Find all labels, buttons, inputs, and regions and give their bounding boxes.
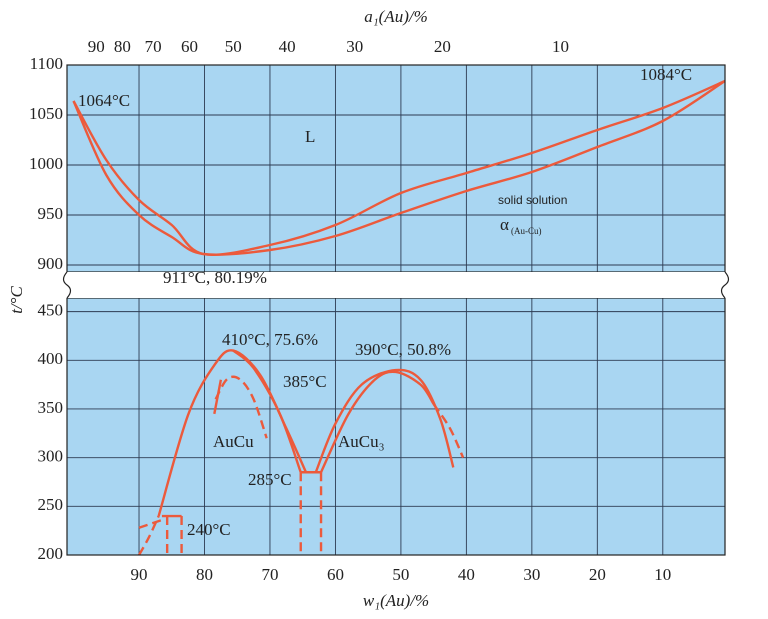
alpha-subscript: (Au-Cu) — [511, 226, 542, 236]
top-tick-label: 60 — [181, 37, 198, 56]
alpha-symbol: α — [500, 215, 509, 234]
annotation: 911°C, 80.19% — [163, 268, 267, 287]
x-tick-label: 30 — [523, 565, 540, 584]
x-tick-label: 10 — [654, 565, 671, 584]
x-axis-label: w₁(Au)/% — [363, 591, 429, 610]
phase-boundary — [138, 518, 163, 529]
y-tick-label: 450 — [38, 301, 64, 320]
top-tick-label: 80 — [114, 37, 131, 56]
y-tick-label: 400 — [38, 349, 64, 368]
x-tick-label: 70 — [261, 565, 278, 584]
y-tick-label: 200 — [38, 544, 64, 563]
y-tick-label: 1100 — [30, 54, 63, 73]
annotation: AuCu₃ — [338, 432, 385, 451]
x-tick-label: 80 — [196, 565, 213, 584]
phase-boundary — [214, 375, 268, 439]
y-tick-label: 1050 — [29, 104, 63, 123]
x-tick-label: 20 — [589, 565, 606, 584]
phase-boundary — [72, 79, 725, 256]
x-tick-label: 90 — [131, 565, 148, 584]
y-tick-label: 350 — [38, 398, 64, 417]
phase-boundary — [432, 403, 465, 459]
annotation: 410°C, 75.6% — [222, 330, 318, 349]
x-tick-label: 50 — [392, 565, 409, 584]
top-tick-label: 90 — [88, 37, 105, 56]
top-tick-label: 20 — [434, 37, 451, 56]
lower-plot-bg — [67, 298, 725, 555]
y-tick-label: 1000 — [29, 154, 63, 173]
y-tick-label: 950 — [38, 204, 64, 223]
annotation: 285°C — [248, 470, 292, 489]
annotation: solid solution — [498, 193, 567, 207]
y-tick-label: 300 — [38, 447, 64, 466]
phase-boundary — [319, 370, 435, 473]
annotation: L — [305, 127, 315, 146]
top-tick-label: 70 — [145, 37, 162, 56]
top-axis-label: a₁(Au)/% — [364, 7, 428, 26]
y-tick-label: 900 — [38, 254, 64, 273]
annotation: 240°C — [187, 520, 231, 539]
break-mark-left — [62, 271, 72, 299]
phase-boundary — [232, 349, 302, 473]
annotation: 390°C, 50.8% — [355, 340, 451, 359]
top-tick-label: 40 — [279, 37, 296, 56]
y-tick-label: 250 — [38, 495, 64, 514]
upper-plot-bg — [67, 65, 725, 272]
phase-boundary — [72, 79, 725, 256]
phase-boundary — [314, 368, 455, 473]
axis-break-gap — [60, 272, 732, 298]
phase-boundary — [137, 515, 160, 555]
annotation: 1084°C — [640, 65, 692, 84]
annotation: 385°C — [283, 372, 327, 391]
plot-layer — [67, 64, 725, 556]
top-tick-label: 30 — [346, 37, 363, 56]
top-tick-label: 10 — [552, 37, 569, 56]
annotation: AuCu — [213, 432, 254, 451]
annotation: 1064°C — [78, 91, 130, 110]
x-tick-label: 40 — [458, 565, 475, 584]
break-mark-right — [720, 271, 730, 299]
y-axis-label: t/°C — [7, 286, 26, 314]
top-tick-label: 50 — [225, 37, 242, 56]
x-tick-label: 60 — [327, 565, 344, 584]
